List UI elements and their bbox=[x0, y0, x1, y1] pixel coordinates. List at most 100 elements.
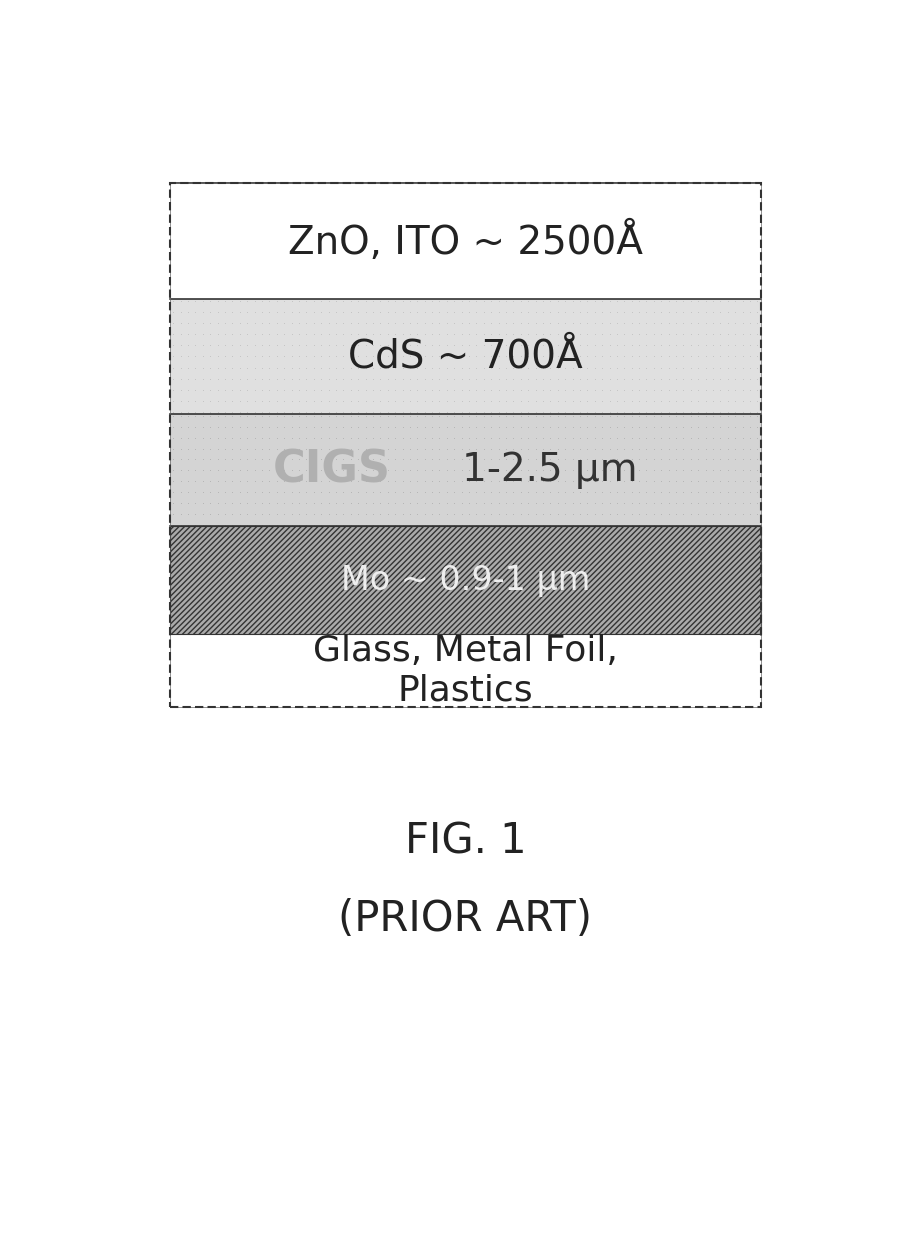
Point bbox=[743, 482, 757, 502]
Point bbox=[477, 302, 491, 322]
Point bbox=[247, 368, 262, 388]
Point bbox=[240, 379, 254, 399]
Point bbox=[654, 368, 668, 388]
Point bbox=[350, 313, 365, 333]
Point bbox=[477, 449, 491, 469]
Point bbox=[277, 313, 291, 333]
Point bbox=[247, 313, 262, 333]
Point bbox=[639, 302, 654, 322]
Point bbox=[343, 417, 358, 437]
Text: ZnO, ITO ~ 2500Å: ZnO, ITO ~ 2500Å bbox=[288, 221, 643, 262]
Point bbox=[425, 402, 439, 422]
Point bbox=[166, 302, 181, 322]
Point bbox=[454, 324, 469, 344]
Point bbox=[721, 302, 735, 322]
Point bbox=[528, 324, 543, 344]
Point bbox=[646, 417, 661, 437]
Text: 1-2.5 μm: 1-2.5 μm bbox=[462, 452, 637, 489]
Point bbox=[188, 493, 202, 513]
Point bbox=[173, 493, 188, 513]
Point bbox=[240, 336, 254, 356]
Point bbox=[418, 417, 432, 437]
Point bbox=[573, 428, 587, 448]
Point bbox=[418, 482, 432, 502]
Point bbox=[750, 391, 765, 411]
Point bbox=[713, 482, 727, 502]
Point bbox=[639, 402, 654, 422]
Point bbox=[380, 313, 395, 333]
Point bbox=[255, 291, 270, 311]
Point bbox=[262, 368, 277, 388]
Point bbox=[558, 347, 572, 367]
Point bbox=[514, 357, 528, 377]
Point bbox=[277, 368, 291, 388]
Point bbox=[550, 391, 565, 411]
Point bbox=[402, 302, 417, 322]
Point bbox=[373, 438, 388, 458]
Point bbox=[684, 438, 698, 458]
Point bbox=[439, 438, 454, 458]
Point bbox=[587, 324, 602, 344]
Point bbox=[203, 324, 218, 344]
Point bbox=[558, 438, 572, 458]
Point bbox=[359, 391, 373, 411]
Point bbox=[277, 302, 291, 322]
Point bbox=[314, 493, 329, 513]
Point bbox=[609, 449, 624, 469]
Point bbox=[625, 357, 639, 377]
Point bbox=[639, 324, 654, 344]
Point bbox=[350, 391, 365, 411]
Point bbox=[329, 313, 343, 333]
Point bbox=[307, 313, 321, 333]
Bar bbox=[170, 183, 761, 298]
Point bbox=[521, 438, 536, 458]
Point bbox=[646, 357, 661, 377]
Point bbox=[211, 406, 225, 426]
Point bbox=[632, 493, 646, 513]
Point bbox=[728, 336, 743, 356]
Point bbox=[484, 504, 498, 524]
Point bbox=[336, 357, 350, 377]
Point bbox=[728, 402, 743, 422]
Point bbox=[669, 514, 684, 534]
Point bbox=[211, 291, 225, 311]
Point bbox=[550, 514, 565, 534]
Point bbox=[255, 514, 270, 534]
Point bbox=[543, 291, 558, 311]
Point bbox=[684, 461, 698, 480]
Point bbox=[195, 493, 210, 513]
Point bbox=[558, 291, 572, 311]
Point bbox=[462, 449, 477, 469]
Point bbox=[232, 406, 247, 426]
Point bbox=[410, 428, 425, 448]
Point bbox=[691, 428, 706, 448]
Point bbox=[218, 449, 232, 469]
Point bbox=[425, 336, 439, 356]
Point bbox=[343, 461, 358, 480]
Point bbox=[432, 302, 447, 322]
Point bbox=[595, 514, 609, 534]
Point bbox=[195, 461, 210, 480]
Point bbox=[580, 368, 595, 388]
Point bbox=[418, 368, 432, 388]
Point bbox=[195, 368, 210, 388]
Point bbox=[617, 470, 632, 490]
Point bbox=[558, 417, 572, 437]
Point bbox=[211, 402, 225, 422]
Point bbox=[514, 291, 528, 311]
Point bbox=[543, 449, 558, 469]
Point bbox=[676, 461, 691, 480]
Point bbox=[277, 514, 291, 534]
Point bbox=[211, 302, 225, 322]
Point bbox=[521, 482, 536, 502]
Point bbox=[506, 514, 520, 534]
Point bbox=[314, 504, 329, 524]
Point bbox=[566, 291, 580, 311]
Point bbox=[329, 291, 343, 311]
Point bbox=[307, 391, 321, 411]
Point bbox=[625, 368, 639, 388]
Point bbox=[262, 417, 277, 437]
Point bbox=[321, 428, 336, 448]
Point bbox=[270, 379, 284, 399]
Point bbox=[706, 514, 720, 534]
